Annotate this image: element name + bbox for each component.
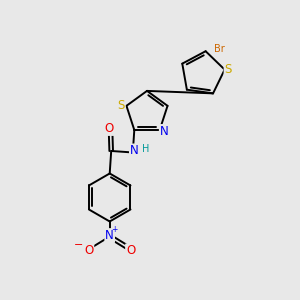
Text: O: O bbox=[104, 122, 114, 135]
Text: O: O bbox=[126, 244, 135, 257]
Text: H: H bbox=[142, 145, 149, 154]
Text: −: − bbox=[74, 240, 83, 250]
Text: O: O bbox=[84, 244, 93, 257]
Text: Br: Br bbox=[214, 44, 224, 54]
Text: S: S bbox=[225, 63, 232, 76]
Text: N: N bbox=[130, 145, 139, 158]
Text: N: N bbox=[160, 125, 169, 138]
Text: S: S bbox=[117, 99, 125, 112]
Text: +: + bbox=[112, 225, 118, 234]
Text: N: N bbox=[105, 229, 114, 242]
